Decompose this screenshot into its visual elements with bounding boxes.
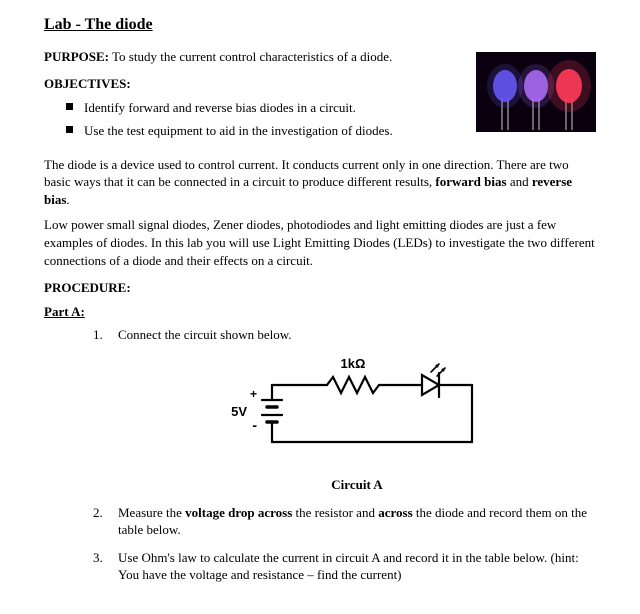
procedure-steps: Connect the circuit shown below. xyxy=(44,326,596,584)
list-item: Use Ohm's law to calculate the current i… xyxy=(106,549,596,584)
header-left: PURPOSE: To study the current control ch… xyxy=(44,48,464,148)
circuit-diagram: + - 5V 1kΩ Circuit A xyxy=(217,350,497,494)
intro-paragraph-2: Low power small signal diodes, Zener dio… xyxy=(44,216,596,269)
step-text: Use Ohm's law to calculate the current i… xyxy=(118,550,579,583)
procedure-label: PROCEDURE: xyxy=(44,279,596,297)
circuit-caption: Circuit A xyxy=(217,476,497,494)
intro-text: and xyxy=(507,174,532,189)
list-item: Connect the circuit shown below. xyxy=(106,326,596,494)
led-photo xyxy=(476,52,596,132)
intro-bold: forward bias xyxy=(435,174,506,189)
page-title: Lab - The diode xyxy=(44,14,596,36)
purpose-label: PURPOSE: xyxy=(44,49,109,64)
objectives-label: OBJECTIVES: xyxy=(44,75,464,93)
objective-item: Use the test equipment to aid in the inv… xyxy=(66,122,464,140)
header-row: PURPOSE: To study the current control ch… xyxy=(44,48,596,148)
step-text: Connect the circuit shown below. xyxy=(118,327,292,342)
page: Lab - The diode PURPOSE: To study the cu… xyxy=(0,0,640,614)
list-item: Measure the voltage drop across the resi… xyxy=(106,504,596,539)
objective-item: Identify forward and reverse bias diodes… xyxy=(66,99,464,117)
resistor-label: 1kΩ xyxy=(341,356,366,371)
part-a-label: Part A: xyxy=(44,303,596,321)
purpose-line: PURPOSE: To study the current control ch… xyxy=(44,48,464,66)
purpose-text: To study the current control characteris… xyxy=(109,49,392,64)
minus-label: - xyxy=(252,417,257,433)
plus-label: + xyxy=(250,387,257,401)
objectives-list: Identify forward and reverse bias diodes… xyxy=(44,99,464,140)
source-label: 5V xyxy=(231,404,247,419)
step-text: Measure the xyxy=(118,505,185,520)
step-bold: voltage drop across xyxy=(185,505,292,520)
intro-paragraph-1: The diode is a device used to control cu… xyxy=(44,156,596,209)
step-text: the resistor and xyxy=(292,505,378,520)
intro-text: . xyxy=(66,192,69,207)
step-bold: across xyxy=(378,505,412,520)
